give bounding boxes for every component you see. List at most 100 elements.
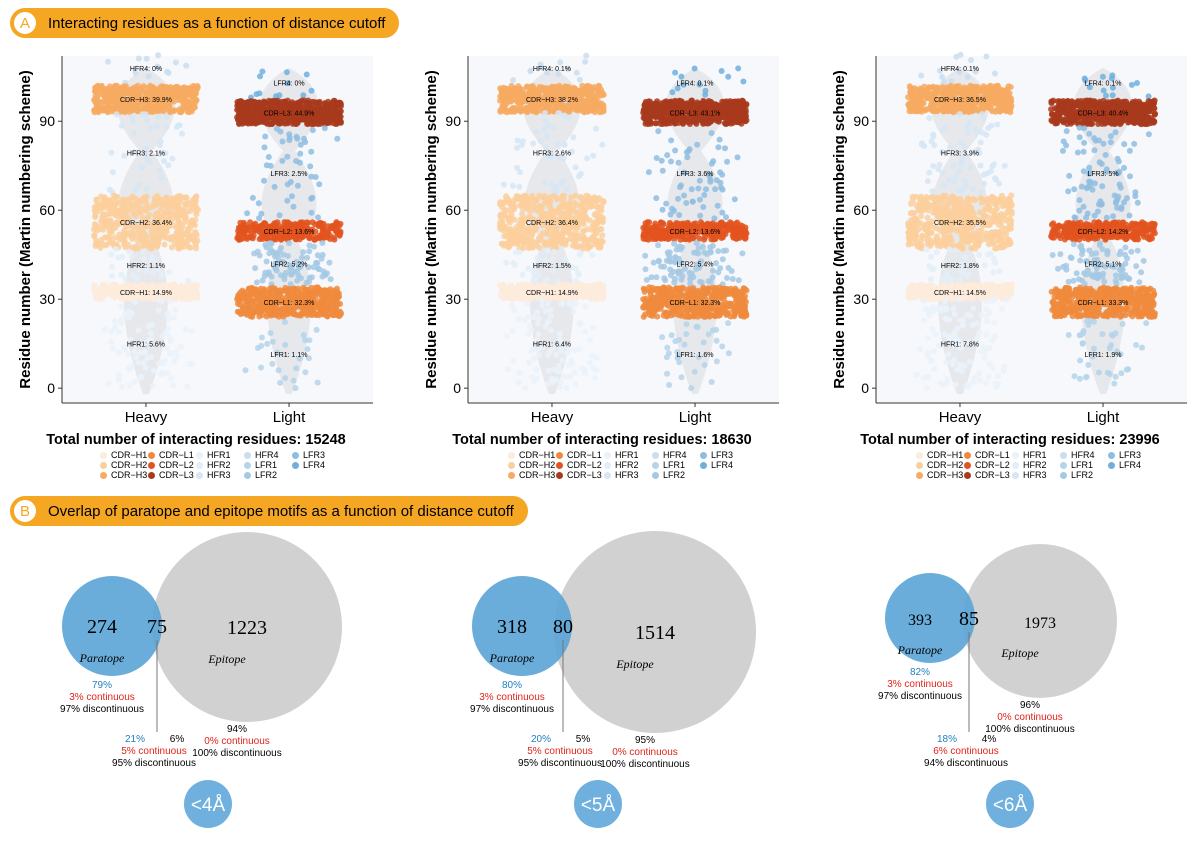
data-point <box>109 98 116 105</box>
data-point <box>508 286 515 292</box>
data-point <box>582 369 588 376</box>
data-point <box>263 222 270 229</box>
data-point <box>290 230 297 237</box>
data-point <box>154 107 161 114</box>
data-point <box>144 215 151 222</box>
data-point <box>132 186 139 193</box>
data-point <box>555 362 562 369</box>
data-point <box>101 107 107 114</box>
data-point <box>303 279 310 286</box>
data-point <box>155 86 162 93</box>
data-point <box>91 287 98 294</box>
data-point <box>288 303 295 310</box>
data-point <box>263 229 270 236</box>
data-point <box>589 235 596 242</box>
data-point <box>152 291 159 298</box>
data-point <box>236 121 243 127</box>
data-point <box>189 361 195 368</box>
points-cdr-h1 <box>91 281 201 303</box>
data-point <box>497 292 504 299</box>
data-point <box>276 113 283 120</box>
region-label: CDR−H1: 14.9% <box>120 290 172 297</box>
data-point <box>115 106 122 113</box>
data-point <box>534 255 541 261</box>
data-point <box>560 196 567 203</box>
data-point <box>510 77 516 84</box>
data-point <box>533 128 540 135</box>
points-lfr3 <box>244 125 341 222</box>
data-point <box>172 59 179 66</box>
data-point <box>578 242 585 249</box>
data-point <box>715 144 722 151</box>
data-point <box>91 232 97 239</box>
data-point <box>309 127 316 134</box>
data-point <box>309 194 316 201</box>
data-point <box>542 110 548 116</box>
data-point <box>265 112 272 119</box>
data-point <box>302 337 309 344</box>
data-point <box>182 326 189 333</box>
data-point <box>143 90 150 96</box>
data-point <box>314 260 321 267</box>
data-point <box>573 282 580 289</box>
data-point <box>163 328 170 335</box>
section-b-header: B Overlap of paratope and epitope motifs… <box>10 496 528 526</box>
data-point <box>506 219 513 226</box>
data-point <box>719 209 726 216</box>
data-point <box>99 241 106 248</box>
data-point <box>555 71 562 77</box>
data-point <box>108 251 115 258</box>
points-hfr4 <box>510 52 590 84</box>
data-point <box>259 68 266 75</box>
data-point <box>235 234 242 240</box>
data-point <box>572 381 579 388</box>
data-point <box>516 316 523 322</box>
data-point <box>314 234 321 241</box>
data-point <box>285 219 292 226</box>
data-point <box>257 73 263 80</box>
data-point <box>109 93 116 100</box>
data-point <box>555 110 562 116</box>
data-point <box>190 282 197 289</box>
data-point <box>570 208 577 215</box>
data-point <box>513 249 520 256</box>
data-point <box>541 99 548 106</box>
data-point <box>503 93 510 100</box>
data-point <box>272 265 279 272</box>
data-point <box>286 240 293 247</box>
data-point <box>159 333 166 340</box>
data-point <box>128 310 135 317</box>
data-point <box>563 385 570 391</box>
data-point <box>161 217 168 224</box>
data-point <box>559 357 566 364</box>
data-point <box>175 203 182 210</box>
region-label: HFR2: 1.1% <box>127 263 165 270</box>
data-point <box>651 103 658 110</box>
data-point <box>135 55 142 62</box>
data-point <box>128 204 134 211</box>
data-point <box>168 97 175 104</box>
data-point <box>550 366 557 373</box>
data-point <box>101 204 107 211</box>
data-point <box>132 69 139 76</box>
data-point <box>537 61 544 68</box>
data-point <box>297 275 304 282</box>
data-point <box>689 198 696 205</box>
data-point <box>179 98 186 105</box>
data-point <box>530 270 537 277</box>
data-point <box>147 336 154 343</box>
data-point <box>156 195 162 202</box>
data-point <box>135 238 142 245</box>
data-point <box>277 272 284 279</box>
data-point <box>691 65 698 72</box>
data-point <box>507 91 514 98</box>
data-point <box>133 354 140 361</box>
data-point <box>497 282 504 289</box>
data-point <box>551 248 558 255</box>
data-point <box>258 222 265 229</box>
data-point <box>109 273 116 279</box>
data-point <box>289 294 296 301</box>
data-point <box>142 364 149 371</box>
data-point <box>131 149 138 156</box>
data-point <box>145 157 152 164</box>
